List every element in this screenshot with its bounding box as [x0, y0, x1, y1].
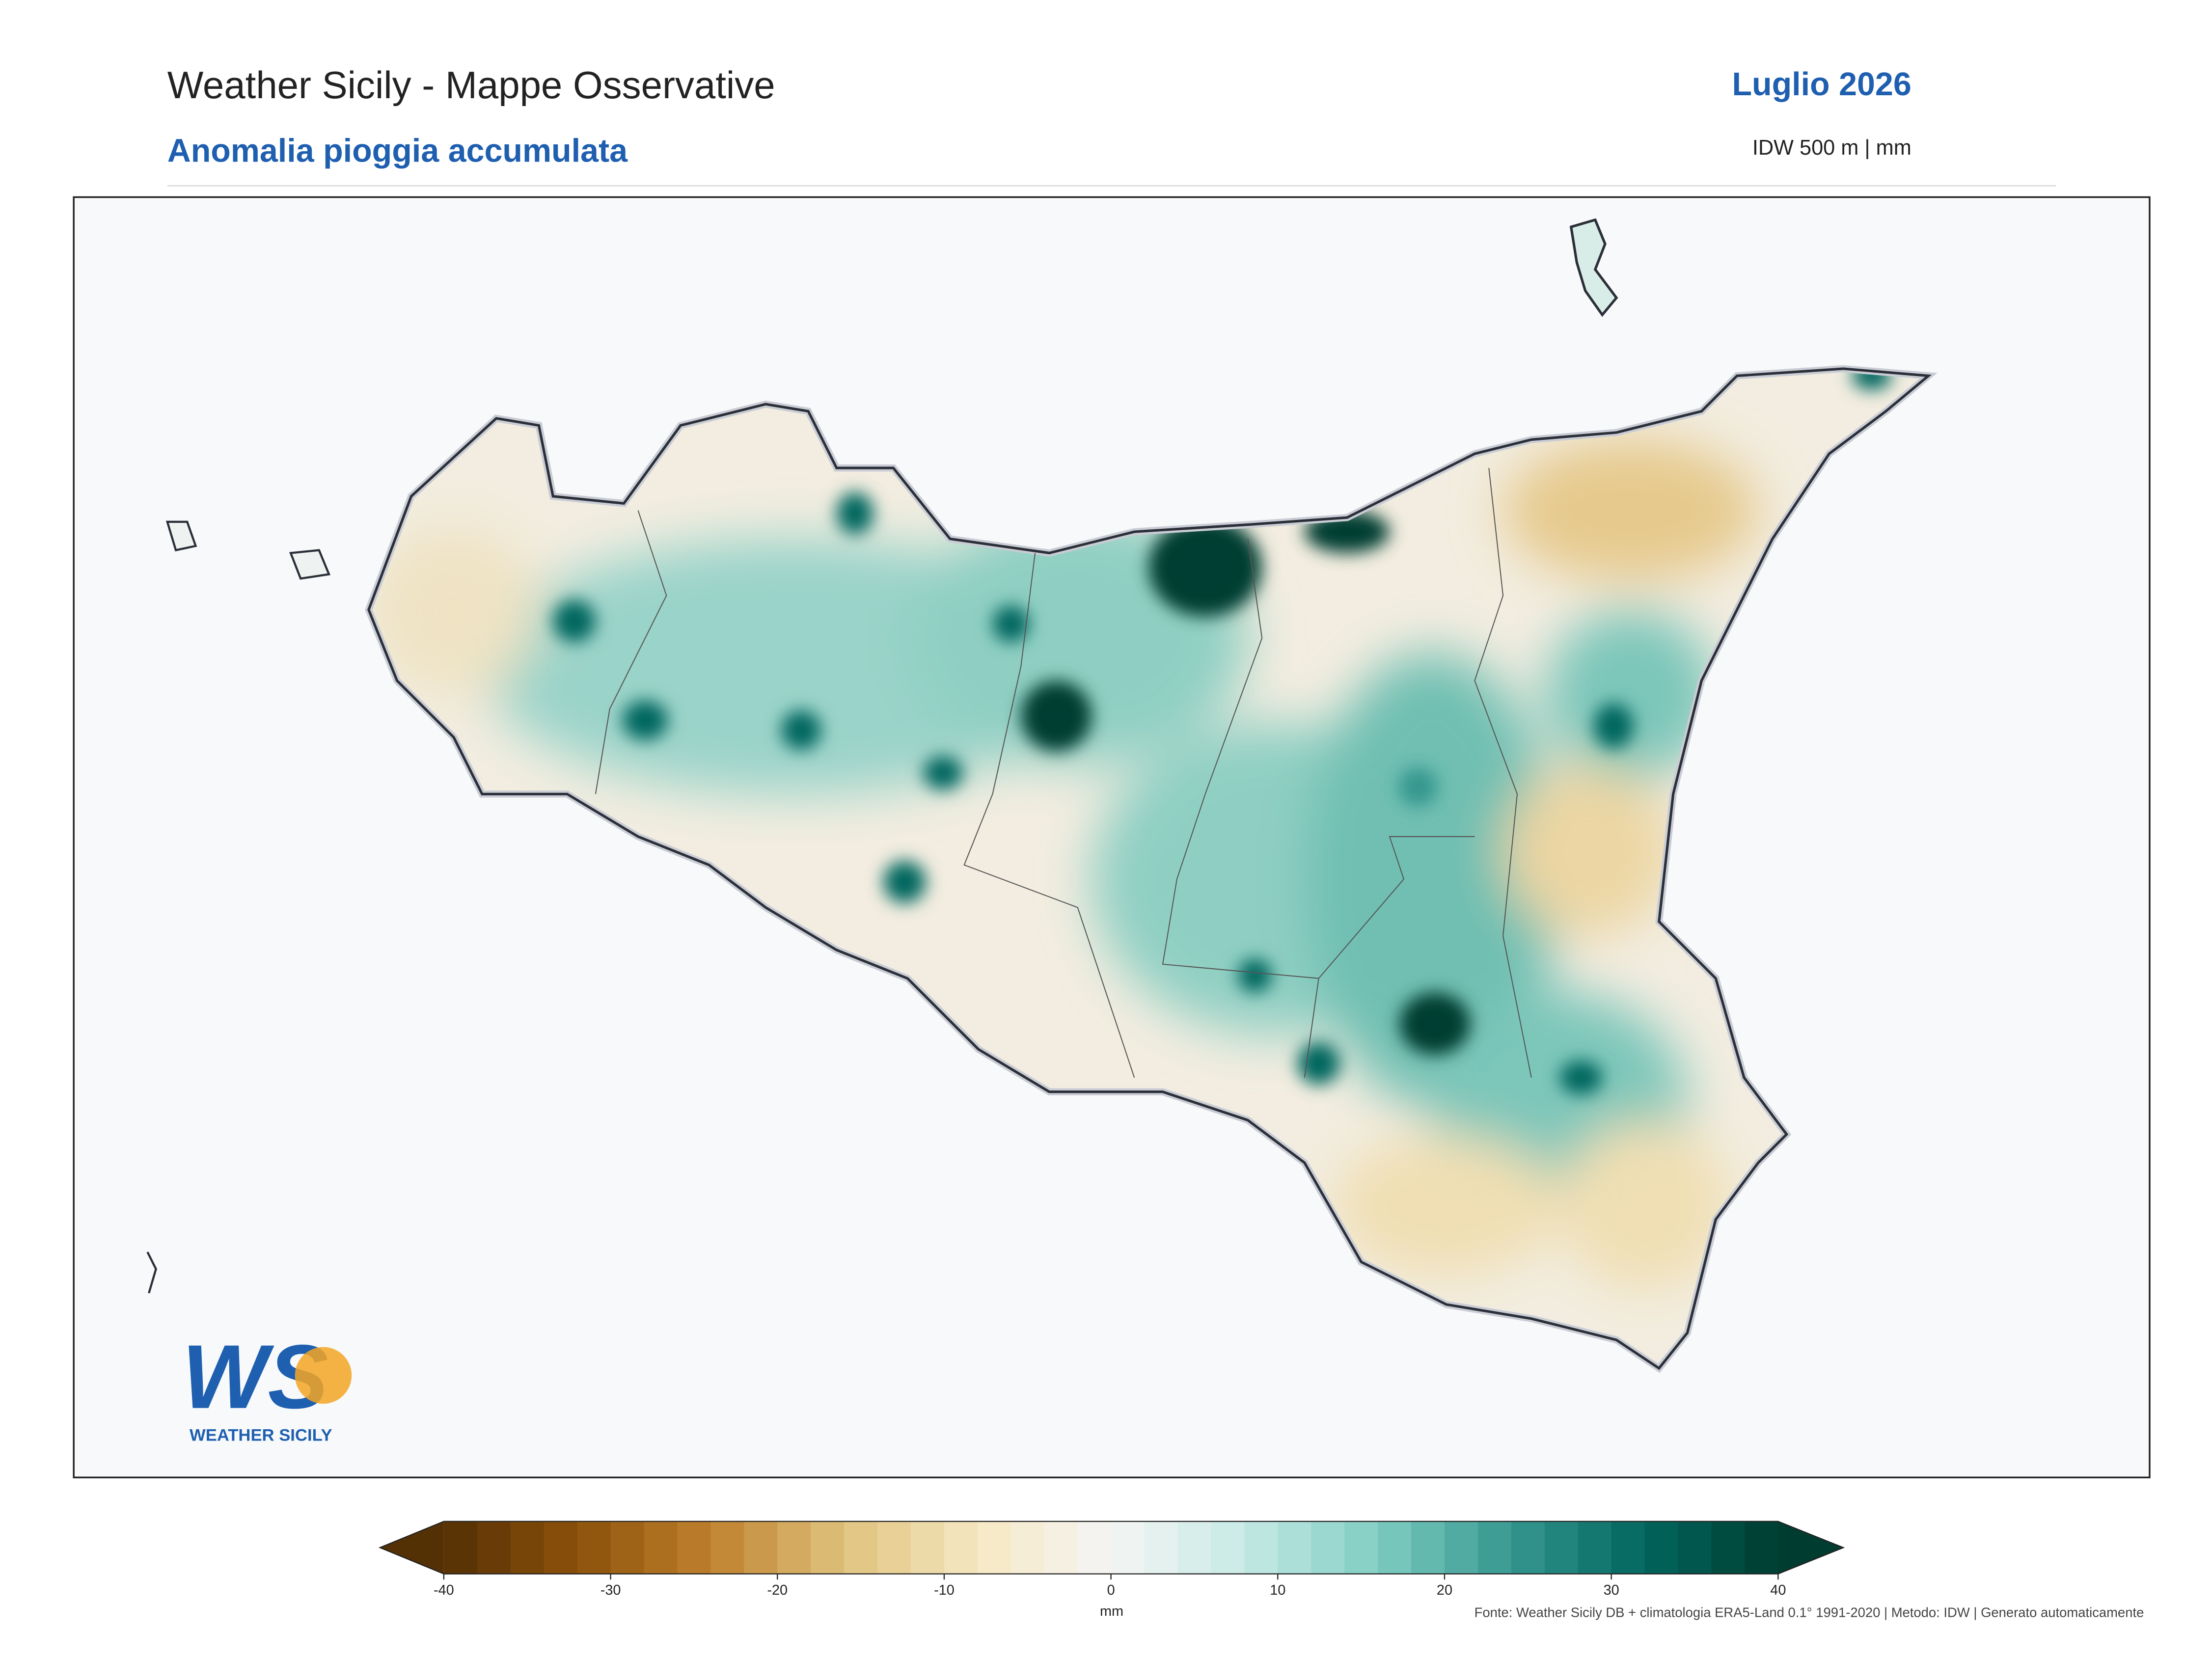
colorbar-step: [1311, 1521, 1345, 1574]
field-blobs: [368, 439, 1758, 1291]
colorbar-tick-label: -10: [934, 1582, 955, 1598]
colorbar-step: [944, 1521, 979, 1574]
colorbar-step: [1378, 1521, 1412, 1574]
colorbar-step: [977, 1521, 1011, 1574]
colorbar-tick-label: 10: [1270, 1582, 1285, 1598]
period: Luglio 2026: [1732, 66, 1911, 103]
colorbar-step: [1644, 1521, 1679, 1574]
colorbar-step: [1244, 1521, 1279, 1574]
colorbar-step: [744, 1521, 778, 1574]
colorbar-step: [710, 1521, 745, 1574]
colorbar-step: [844, 1521, 878, 1574]
logo-sun: [295, 1347, 352, 1404]
colorbar-step: [1745, 1521, 1779, 1574]
colorbar: -40 -30 -20 -10 0 10 20 30 40: [378, 1521, 1845, 1598]
province-borders: [595, 467, 1532, 1078]
colorbar-step: [1344, 1521, 1379, 1574]
colorbar-label: mm: [1100, 1604, 1123, 1619]
colorbar-step: [1177, 1521, 1212, 1574]
colorbar-step: [777, 1521, 812, 1574]
colorbar-step: [1077, 1521, 1112, 1574]
colorbar-step: [1278, 1521, 1312, 1574]
colorbar-step: [1711, 1521, 1746, 1574]
colorbar-step: [677, 1521, 711, 1574]
colorbar-step: [1010, 1521, 1045, 1574]
colorbar-step: [1144, 1521, 1178, 1574]
island-egadi: [165, 520, 331, 580]
colorbar-step: [443, 1521, 478, 1574]
colorbar-extend-low: [380, 1521, 444, 1574]
colorbar-step: [644, 1521, 678, 1574]
island-lipari: [1569, 218, 1618, 317]
colorbar-step: [811, 1521, 845, 1574]
source-note: Fonte: Weather Sicily DB + climatologia …: [1475, 1605, 2144, 1620]
colorbar-step: [477, 1521, 511, 1574]
colorbar-step: [1611, 1521, 1645, 1574]
colorbar-tick-label: -20: [767, 1582, 788, 1598]
colorbar-step: [1511, 1521, 1545, 1574]
colorbar-step: [1678, 1521, 1712, 1574]
colorbar-tick-label: -40: [434, 1582, 454, 1598]
colorbar-step: [510, 1521, 545, 1574]
colorbar-tick-label: -30: [601, 1582, 621, 1598]
colorbar-step: [1477, 1521, 1512, 1574]
subtitle: Anomalia pioggia accumulata: [167, 133, 628, 169]
colorbar-step: [1411, 1521, 1446, 1574]
colorbar-step: [1111, 1521, 1145, 1574]
method: IDW 500 m | mm: [1752, 136, 1912, 160]
colorbar-step: [544, 1521, 578, 1574]
title: Weather Sicily - Mappe Osservative: [167, 63, 775, 107]
island-pantelleria: [146, 1251, 157, 1294]
colorbar-step: [1544, 1521, 1579, 1574]
colorbar-step: [577, 1521, 611, 1574]
colorbar-tick-label: 30: [1604, 1582, 1619, 1598]
colorbar-step: [1444, 1521, 1479, 1574]
colorbar-tick-label: 20: [1437, 1582, 1452, 1598]
colorbar-step: [1044, 1521, 1078, 1574]
colorbar-step: [610, 1521, 645, 1574]
colorbar-extend-high: [1778, 1521, 1844, 1574]
colorbar-tick-label: 0: [1107, 1582, 1115, 1598]
colorbar-step: [910, 1521, 945, 1574]
colorbar-step: [1578, 1521, 1612, 1574]
colorbar-tick-label: 40: [1770, 1582, 1786, 1598]
colorbar-step: [1211, 1521, 1245, 1574]
colorbar-step: [877, 1521, 912, 1574]
logo: WS WEATHER SICILY: [182, 1327, 352, 1445]
logo-text: WEATHER SICILY: [190, 1426, 332, 1445]
